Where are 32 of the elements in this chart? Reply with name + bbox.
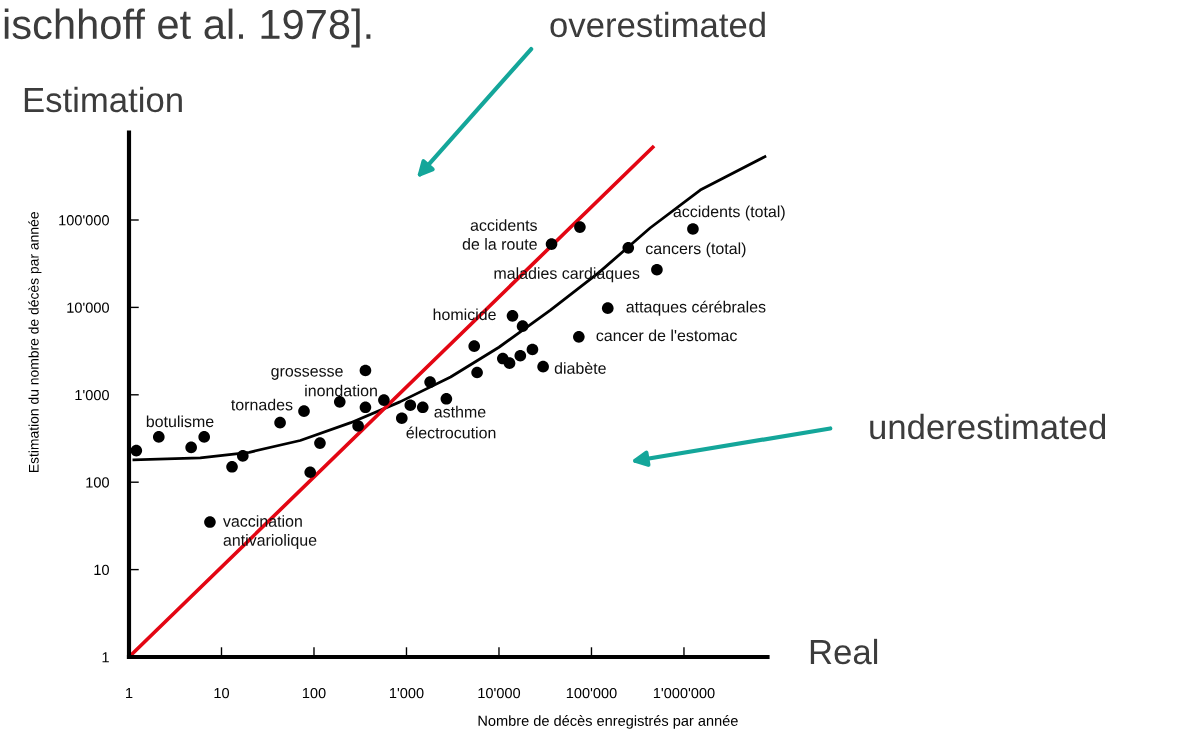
x-tick-label: 100 [302,687,326,699]
x-axis-title: Nombre de décès enregistrés par année [478,715,738,729]
x-tick-label: 100'000 [566,687,617,699]
y-tick-label: 1'000 [75,389,109,401]
x-tick-label: 1'000 [389,687,424,699]
text: underestimated [870,413,1106,440]
text: Estimation [24,86,182,113]
x-tick-label: 1'000'000 [653,687,715,699]
chart-title: ischhoff et al. 1978]. [4,8,371,48]
y-tick-label: 100 [86,477,109,488]
y-tick-label: 10'000 [67,302,109,313]
x-tick-label: 1 [126,688,133,699]
annotation: attaques cérébrales [626,300,766,316]
annotation: diabète [554,362,606,374]
x-tick-label: 10 [214,687,230,699]
annotation: accidents de la route [462,219,537,250]
annotation: inondation [305,384,377,397]
y-tick-label: 1 [102,652,109,663]
annotation: tornades [231,398,293,411]
y-tick-label: 10 [94,564,109,576]
annotation: grossesse [271,367,343,380]
x-tick-label: 10'000 [478,687,521,699]
annotation: asthme [434,405,486,418]
y-axis-title: Estimation du nombre de décès par année [28,212,42,473]
y-tick-label: 100'000 [59,215,109,226]
annotation: cancer de l'estomac [596,329,737,342]
annotation: électrocution [406,426,496,439]
text: Real [810,638,878,665]
annotation: cancers (total) [645,242,746,258]
text: overestimated [550,11,765,38]
annotation: accidents (total) [673,205,785,221]
annotation: botulisme [146,415,214,428]
